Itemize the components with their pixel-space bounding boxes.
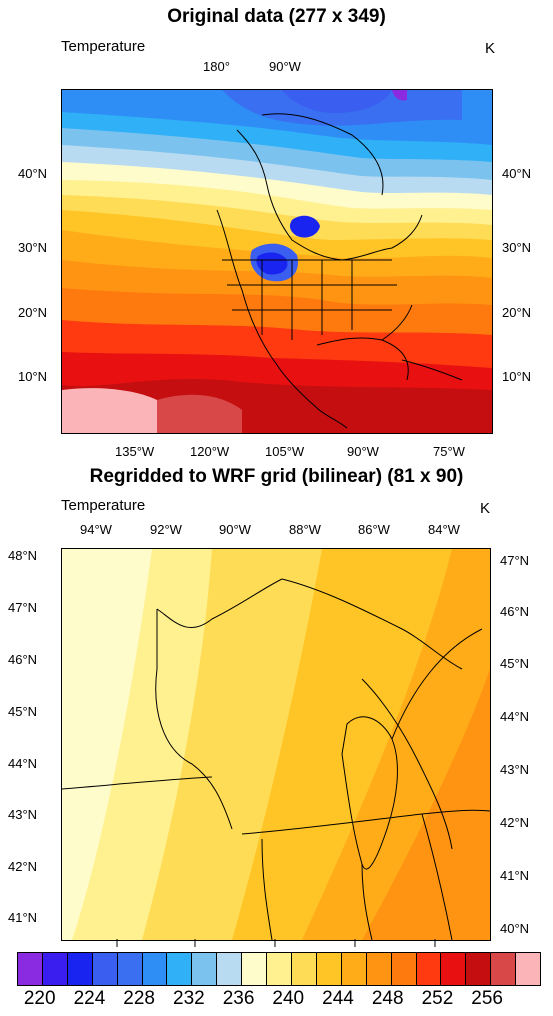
panel2-map — [61, 548, 491, 941]
colorbar-swatch — [216, 953, 242, 985]
panel2-left-tick-45n: 45°N — [8, 704, 38, 719]
colorbar-swatch — [41, 953, 67, 985]
panel1-bottom-tick-135w: 135°W — [115, 444, 155, 459]
colorbar — [17, 952, 541, 986]
panel1-bottom-tick-90w: 90°W — [347, 444, 379, 459]
colorbar-label: 248 — [371, 988, 404, 1009]
panel2-left-tick-44n: 44°N — [8, 756, 38, 771]
colorbar-swatch — [241, 953, 267, 985]
panel2-right-tick-44n: 44°N — [500, 709, 530, 724]
colorbar-swatch — [91, 953, 117, 985]
panel1-units-label: K — [485, 40, 496, 57]
colorbar-label: 232 — [173, 988, 205, 1009]
colorbar-label: 228 — [123, 988, 155, 1009]
panel2-top-tick-86w: 86°W — [358, 522, 390, 537]
colorbar-swatch — [166, 953, 192, 985]
colorbar-labels: 220 224 228 232 236 240 244 248 252 256 — [0, 988, 553, 1016]
panel2-bottom-tick-marks — [116, 939, 436, 947]
colorbar-swatch — [440, 953, 466, 985]
panel2-left-tick-43n: 43°N — [8, 807, 38, 822]
colorbar-label: 224 — [73, 988, 106, 1009]
panel1-map — [61, 89, 493, 434]
colorbar-label: 240 — [272, 988, 305, 1009]
colorbar-swatch — [18, 953, 42, 985]
colorbar-swatch — [315, 953, 341, 985]
panel2-left-tick-46n: 46°N — [8, 652, 38, 667]
panel1-bottom-tick-75w: 75°W — [433, 444, 465, 459]
panel1-title: Original data (277 x 349) — [167, 6, 386, 27]
panel2-right-tick-45n: 45°N — [500, 656, 530, 671]
panel2-left-tick-47n: 47°N — [8, 600, 38, 615]
panel2-temperature-field — [62, 549, 490, 940]
panel1-top-tick-180: 180° — [203, 59, 230, 74]
panel2-right-tick-46n: 46°N — [500, 604, 530, 619]
panel2-units-label: K — [480, 500, 491, 517]
panel2-top-tick-90w: 90°W — [219, 522, 251, 537]
colorbar-swatch — [490, 953, 516, 985]
panel2-top-tick-94w: 94°W — [80, 522, 112, 537]
panel1-left-tick-30n: 30°N — [18, 240, 48, 255]
panel1-bottom-tick-120w: 120°W — [190, 444, 230, 459]
panel1-right-tick-40n: 40°N — [502, 166, 532, 181]
panel1-temperature-field — [62, 90, 492, 433]
panel2-top-tick-84w: 84°W — [428, 522, 460, 537]
panel1-left-tick-10n: 10°N — [18, 369, 48, 384]
panel1-right-tick-20n: 20°N — [502, 305, 532, 320]
colorbar-label: 252 — [421, 988, 454, 1009]
colorbar-swatch — [365, 953, 391, 985]
panel1-bottom-tick-105w: 105°W — [265, 444, 305, 459]
panel2-top-tick-92w: 92°W — [150, 522, 182, 537]
panel2-title: Regridded to WRF grid (bilinear) (81 x 9… — [89, 466, 464, 487]
colorbar-swatch — [290, 953, 316, 985]
panel2-left-tick-42n: 42°N — [8, 859, 38, 874]
panel2-right-tick-42n: 42°N — [500, 815, 530, 830]
panel2-right-tick-41n: 41°N — [500, 868, 530, 883]
panel1-variable-label: Temperature — [61, 38, 146, 55]
colorbar-label: 244 — [322, 988, 354, 1009]
colorbar-swatch — [465, 953, 491, 985]
panel1-left-tick-20n: 20°N — [18, 305, 48, 320]
panel2-right-tick-47n: 47°N — [500, 553, 530, 568]
panel2-right-tick-40n: 40°N — [500, 921, 530, 936]
colorbar-swatch — [340, 953, 366, 985]
colorbar-swatch — [390, 953, 416, 985]
colorbar-swatch — [415, 953, 441, 985]
colorbar-swatch — [116, 953, 142, 985]
panel2-left-tick-41n: 41°N — [8, 910, 38, 925]
panel2-left-tick-48n: 48°N — [8, 548, 38, 563]
panel1-right-tick-10n: 10°N — [502, 369, 532, 384]
colorbar-swatch — [141, 953, 167, 985]
panel2-top-tick-88w: 88°W — [289, 522, 321, 537]
panel1-left-tick-40n: 40°N — [18, 166, 48, 181]
colorbar-label: 236 — [222, 988, 255, 1009]
panel1-right-tick-30n: 30°N — [502, 240, 532, 255]
colorbar-swatch — [66, 953, 92, 985]
colorbar-label: 220 — [23, 988, 56, 1009]
panel2-variable-label: Temperature — [61, 497, 146, 514]
panel1-top-tick-90w: 90°W — [269, 59, 301, 74]
colorbar-swatch — [266, 953, 291, 985]
panel2-right-tick-43n: 43°N — [500, 762, 530, 777]
colorbar-label: 256 — [471, 988, 503, 1009]
colorbar-swatch — [515, 953, 541, 985]
colorbar-swatch — [191, 953, 217, 985]
